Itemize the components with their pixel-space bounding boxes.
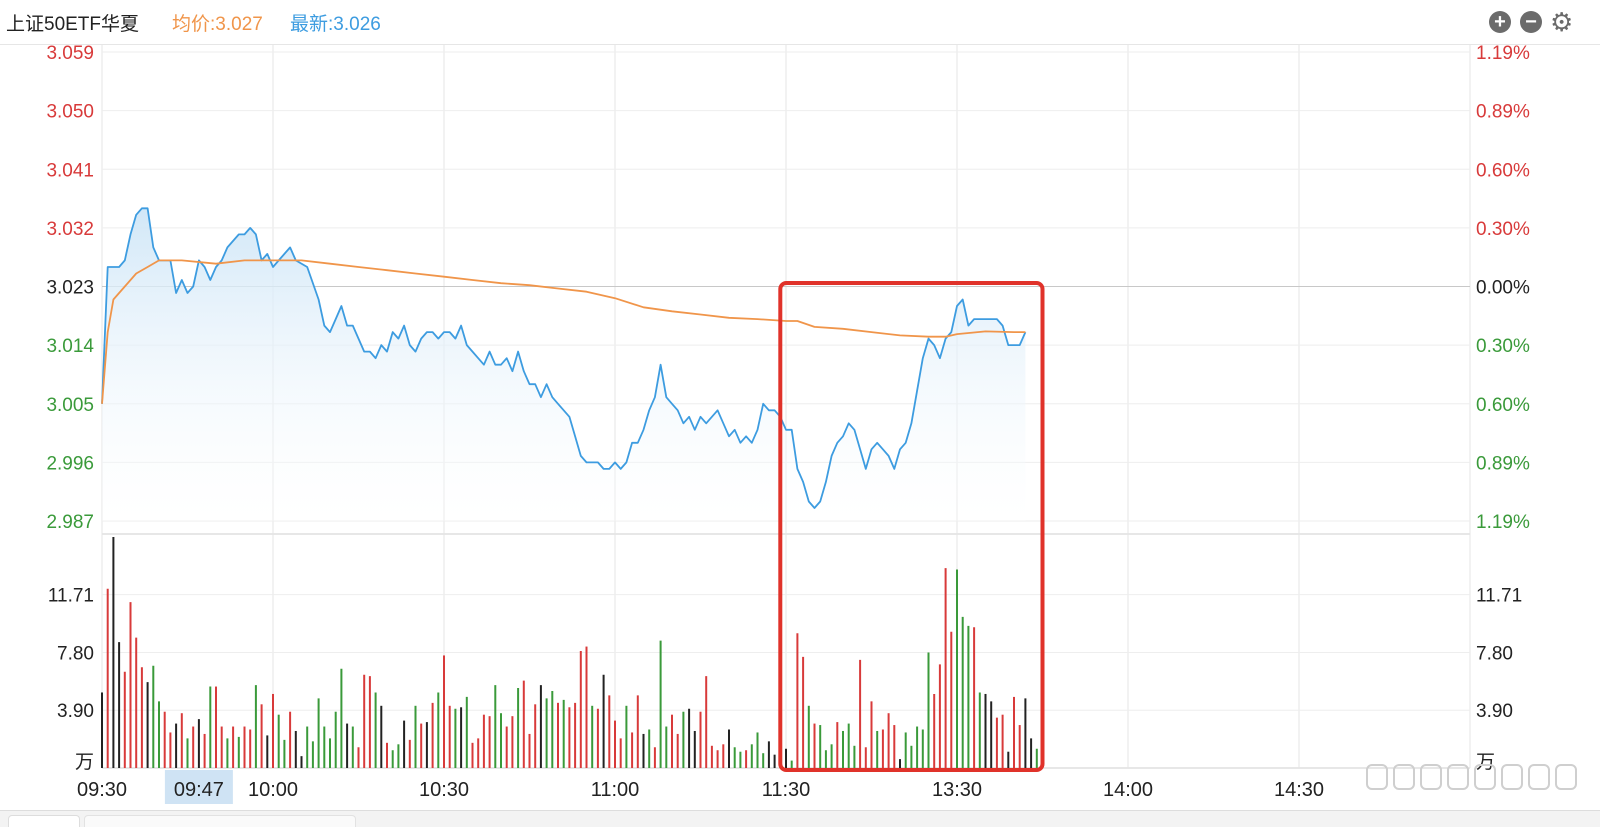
volume-tick-label: 万 — [75, 752, 94, 773]
scroll-dot-8 — [1555, 764, 1577, 790]
time-tick-label: 14:00 — [1103, 779, 1153, 801]
percent-tick-label: 1.19% — [1476, 43, 1530, 64]
instrument-title: 上证50ETF华夏 — [6, 14, 140, 35]
scroll-dot-1 — [1366, 764, 1388, 790]
scroll-dot-4 — [1447, 764, 1469, 790]
highlight-box — [778, 281, 1045, 772]
scroll-dot-6 — [1501, 764, 1523, 790]
percent-tick-label: 1.19% — [1476, 512, 1530, 533]
time-tick-label: 13:30 — [932, 779, 982, 801]
time-tick-label: 10:30 — [419, 779, 469, 801]
price-tick-label: 2.996 — [46, 453, 94, 474]
percent-tick-label: 0.60% — [1476, 395, 1530, 416]
time-tick-label: 11:00 — [591, 779, 640, 801]
time-tick-label: 10:00 — [248, 779, 298, 801]
time-tick-label: 14:30 — [1274, 779, 1324, 801]
volume-tick-label-right: 7.80 — [1476, 643, 1513, 664]
bottom-tab-2[interactable] — [84, 815, 356, 827]
price-series-line — [101, 207, 1027, 509]
volume-tick-label: 3.90 — [57, 701, 94, 722]
bottom-tab-1[interactable] — [8, 815, 80, 827]
intraday-chart[interactable]: 3.059 1.19% 3.050 0.89% 3.041 0.60% 3.032 0.30%… — [0, 0, 1600, 810]
price-area-fill — [102, 208, 1026, 522]
average-series-line — [101, 259, 1026, 404]
time-tick-label: 09:30 — [77, 779, 127, 801]
plus-circle-icon[interactable]: + — [1489, 11, 1511, 33]
latest-price-label: 最新:3.026 — [290, 14, 381, 35]
price-tick-label: 3.023 — [46, 278, 94, 299]
chart-header: 上证50ETF华夏 均价:3.027 最新:3.026 + − ⚙ — [0, 0, 1600, 45]
percent-tick-label: 0.30% — [1476, 219, 1530, 240]
scroll-dot-2 — [1393, 764, 1415, 790]
percent-tick-label: 0.00% — [1476, 278, 1530, 299]
percent-tick-label: 0.30% — [1476, 336, 1530, 357]
scroll-dot-7 — [1528, 764, 1550, 790]
percent-tick-label: 0.89% — [1476, 453, 1530, 474]
volume-tick-label-right: 11.71 — [1476, 586, 1522, 607]
crosshair-time-highlight — [164, 770, 233, 804]
price-tick-label: 2.987 — [46, 512, 94, 533]
price-tick-label: 3.050 — [46, 102, 94, 123]
price-tick-label: 3.059 — [46, 43, 94, 64]
scroll-indicator[interactable] — [1366, 764, 1582, 795]
percent-tick-label: 0.89% — [1476, 102, 1530, 123]
percent-tick-label: 0.60% — [1476, 160, 1530, 181]
scroll-dot-5 — [1474, 764, 1496, 790]
volume-tick-label: 11.71 — [48, 586, 94, 607]
price-tick-label: 3.014 — [46, 336, 94, 357]
gear-icon[interactable]: ⚙ — [1550, 7, 1574, 37]
price-tick-label: 3.032 — [46, 219, 94, 240]
volume-tick-label: 7.80 — [57, 643, 94, 664]
volume-tick-label-right: 3.90 — [1476, 701, 1513, 722]
scroll-dot-3 — [1420, 764, 1442, 790]
price-tick-label: 3.041 — [46, 160, 94, 181]
average-price-label: 均价:3.027 — [172, 14, 263, 35]
price-tick-label: 3.005 — [46, 395, 94, 416]
time-tick-label: 11:30 — [762, 779, 811, 801]
bottom-tab-bar — [0, 810, 1600, 827]
minus-circle-icon[interactable]: − — [1520, 11, 1542, 33]
time-tick-label: 09:47 — [174, 779, 224, 801]
